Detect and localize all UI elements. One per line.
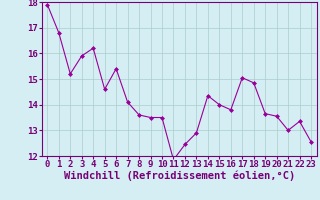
- X-axis label: Windchill (Refroidissement éolien,°C): Windchill (Refroidissement éolien,°C): [64, 171, 295, 181]
